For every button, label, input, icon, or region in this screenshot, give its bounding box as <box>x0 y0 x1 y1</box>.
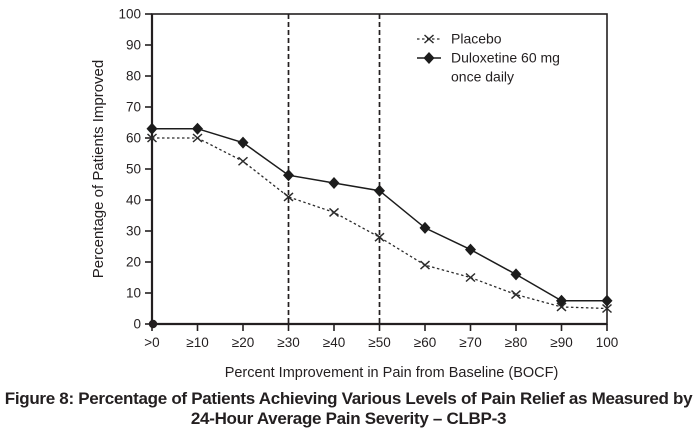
x-tick-label: ≥80 <box>505 335 527 350</box>
legend-label: Placebo <box>451 31 502 47</box>
legend-label: Duloxetine 60 mg <box>451 50 560 66</box>
y-tick-label: 70 <box>126 100 141 115</box>
x-marker <box>424 34 434 44</box>
diamond-marker <box>283 169 294 182</box>
y-tick-label: 100 <box>118 7 141 22</box>
y-tick-label: 20 <box>126 255 141 270</box>
x-marker <box>238 156 248 166</box>
diamond-marker <box>419 221 431 234</box>
x-marker <box>283 192 294 202</box>
series-placebo <box>147 133 612 314</box>
origin-marker <box>148 319 158 329</box>
x-tick-label: ≥50 <box>368 335 390 350</box>
y-tick-label: 60 <box>126 131 141 146</box>
x-tick-label: ≥20 <box>232 335 254 350</box>
legend: Placebo Duloxetine 60 mg once daily <box>417 31 560 85</box>
x-tick-label: ≥70 <box>459 335 481 350</box>
y-tick-label: 50 <box>126 162 141 177</box>
x-tick-label: >0 <box>144 335 159 350</box>
diamond-marker <box>423 52 435 64</box>
x-axis-title: Percent Improvement in Pain from Baselin… <box>225 365 559 381</box>
line-chart: 0 10 20 30 40 50 60 70 80 90 100 >0 ≥10 ≥20 ≥30 ≥40 ≥50 ≥… <box>90 7 618 382</box>
series-duloxetine-60-mg-once-daily <box>146 122 613 307</box>
x-marker <box>329 207 339 217</box>
x-tick-label: ≥60 <box>414 335 436 350</box>
y-tick-label: 90 <box>126 38 141 53</box>
x-marker <box>420 260 430 270</box>
x-tick-label: 100 <box>596 335 619 350</box>
x-tick-label: ≥40 <box>323 335 345 350</box>
y-axis: 0 10 20 30 40 50 60 70 80 90 100 <box>118 7 152 332</box>
diamond-marker <box>146 122 158 135</box>
figure-caption: Figure 8: Percentage of Patients Achievi… <box>0 389 697 429</box>
diamond-marker <box>237 136 249 149</box>
legend-item-duloxetine-60-mg-once-daily: Duloxetine 60 mg once daily <box>417 50 560 85</box>
legend-label: once daily <box>451 69 514 85</box>
x-tick-label: ≥90 <box>550 335 572 350</box>
caption-line-2: 24-Hour Average Pain Severity – CLBP-3 <box>190 409 507 428</box>
y-tick-label: 0 <box>133 317 141 332</box>
diamond-marker <box>374 184 385 197</box>
x-marker <box>602 303 612 314</box>
x-axis: >0 ≥10 ≥20 ≥30 ≥40 ≥50 ≥60 ≥70 ≥80 ≥90 100 <box>144 324 618 350</box>
y-tick-label: 80 <box>126 69 141 84</box>
reference-lines <box>287 14 381 324</box>
legend-item-placebo: Placebo <box>417 31 502 47</box>
y-tick-label: 30 <box>126 224 141 239</box>
x-marker <box>556 302 567 312</box>
y-tick-label: 40 <box>126 193 141 208</box>
y-axis-title: Percentage of Patients Improved <box>90 60 107 278</box>
x-marker <box>374 232 385 242</box>
caption-line-1: Figure 8: Percentage of Patients Achievi… <box>4 389 693 408</box>
x-tick-label: ≥30 <box>277 335 299 350</box>
y-tick-label: 10 <box>126 286 141 301</box>
diamond-marker <box>465 243 476 256</box>
x-marker <box>192 133 203 143</box>
diamond-marker <box>556 294 567 307</box>
diamond-marker <box>192 122 203 135</box>
diamond-marker <box>601 294 613 307</box>
x-marker <box>465 272 476 283</box>
diamond-marker <box>510 268 522 281</box>
x-marker <box>511 289 521 300</box>
diamond-marker <box>328 176 340 189</box>
x-marker <box>147 133 157 143</box>
x-tick-label: ≥10 <box>186 335 208 350</box>
